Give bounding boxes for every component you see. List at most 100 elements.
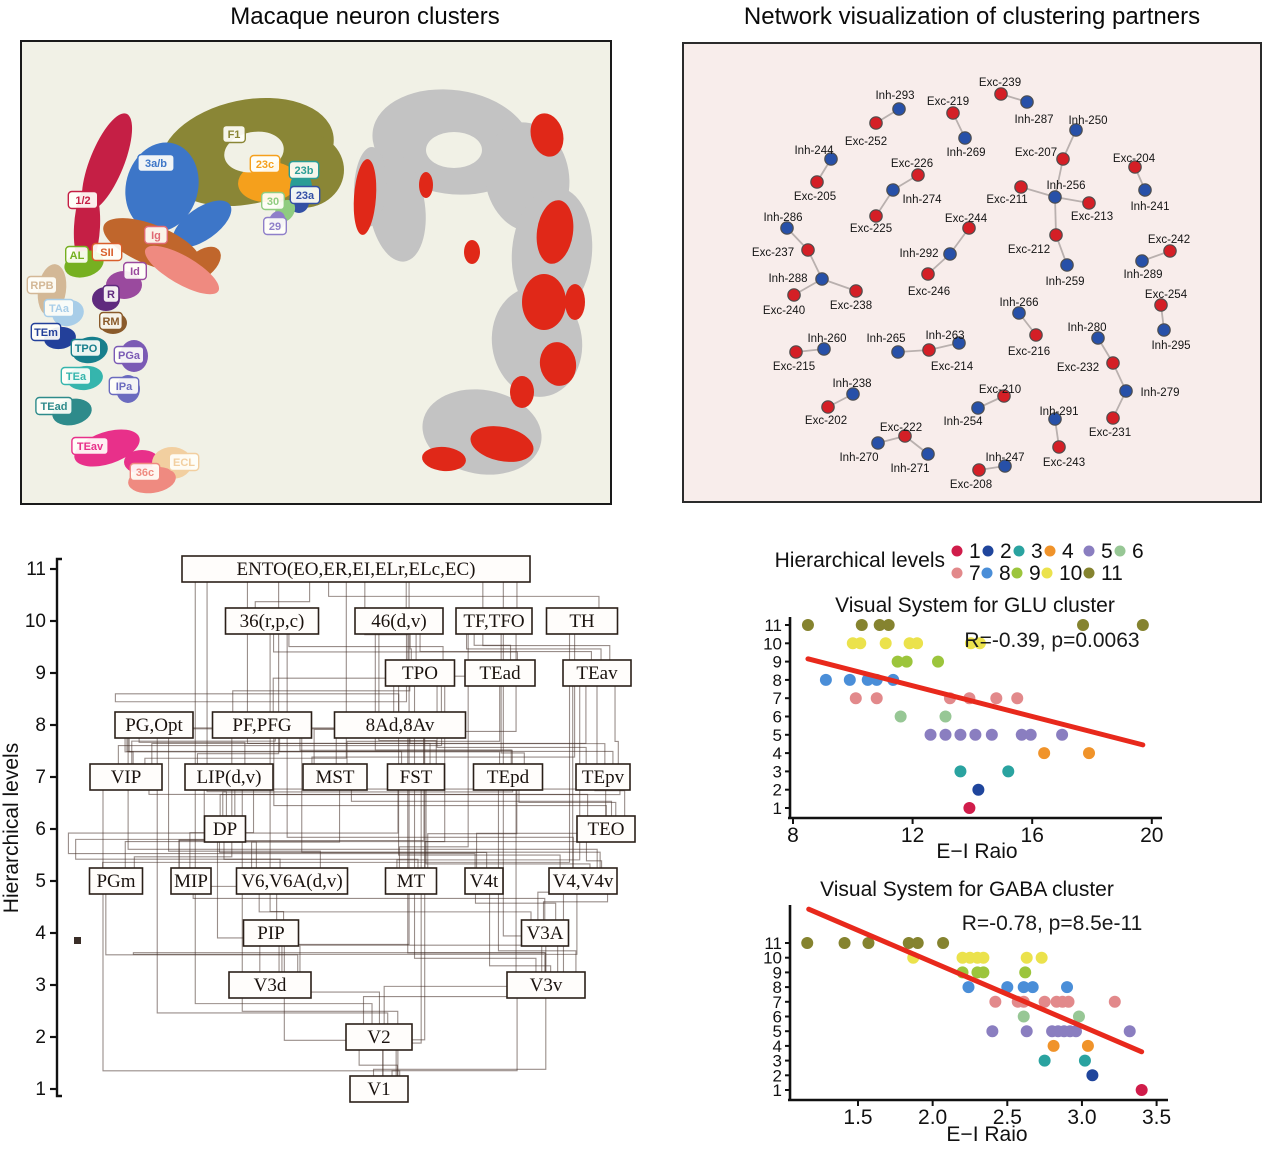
hierarchy-box: [349, 1075, 409, 1103]
excitatory-node: [1106, 411, 1120, 425]
network-node-label: Inh-265: [866, 333, 905, 345]
data-point: [1077, 619, 1090, 631]
y-tick-label: 11: [764, 934, 782, 953]
hierarchy-box: [235, 867, 349, 895]
data-point: [1038, 1054, 1051, 1067]
brain-region-label: TAa: [43, 298, 75, 318]
data-point: [1061, 981, 1074, 994]
data-point: [932, 655, 945, 668]
data-point: [891, 655, 904, 668]
hierarchy-y-axis-label: Hierarchical levels: [0, 743, 23, 913]
brain-panel-title: Macaque neuron clusters: [230, 3, 500, 30]
brain-region-label: SII: [91, 242, 123, 262]
brain-region-label-text: PGa: [118, 350, 141, 362]
network-node-label: Exc-225: [850, 223, 892, 235]
y-tick-label: 8: [773, 978, 782, 997]
network-node-label: Exc-246: [908, 286, 950, 298]
y-tick-label: 6: [773, 1008, 782, 1027]
excitatory-node: [787, 288, 801, 302]
y-tick-label: 4: [773, 1037, 782, 1056]
hierarchy-edge: [425, 790, 591, 868]
network-node-label: Exc-226: [891, 158, 933, 170]
network-node-label: Inh-274: [902, 194, 942, 206]
brain-region-label: AL: [65, 245, 90, 265]
hierarchy-box: [89, 763, 163, 791]
data-point: [977, 966, 990, 979]
scatter-panel: Hierarchical levels 1 2 3 4 5 6 7 8 9 10 11 11 10 9 8 7 6…: [740, 540, 1267, 1150]
hierarchy-edge: [133, 738, 233, 868]
excitatory-node: [962, 221, 976, 235]
brain-region-label-text: 1/2: [75, 195, 90, 207]
data-point: [937, 937, 950, 949]
stray-mark: [74, 937, 81, 944]
legend-label: 9: [1029, 562, 1041, 585]
y-tick-label: 11: [764, 616, 782, 635]
hierarchy-box: [472, 763, 544, 791]
network-node-label: Exc-232: [1057, 362, 1099, 374]
hierarchy-edge: [117, 738, 443, 764]
network-graph: Inh-293 Exc-252 Exc-219 Inh-269 Exc-239 Inh-2…: [752, 77, 1191, 491]
network-node-label: Inh-244: [794, 145, 834, 157]
data-point: [873, 619, 886, 631]
y-tick-label: 1: [35, 1079, 46, 1100]
legend-label: 3: [1031, 540, 1043, 563]
data-point: [902, 937, 915, 949]
inhibitory-node: [1135, 254, 1149, 268]
inhibitory-node: [871, 436, 885, 450]
brain-region-label: F1: [221, 124, 246, 144]
brain-region-label: 23a: [289, 185, 321, 205]
data-point: [879, 637, 892, 650]
y-tick-label: 9: [773, 963, 782, 982]
network-node-label: Exc-231: [1089, 427, 1131, 439]
hierarchy-box: [455, 607, 533, 635]
scatter-title: Visual System for GLU cluster: [835, 594, 1115, 617]
brain-region-label: 36c: [129, 462, 161, 482]
y-tick-label: 10: [763, 949, 782, 968]
data-point: [973, 637, 986, 650]
excitatory-node: [849, 284, 863, 298]
network-node-label: Exc-219: [927, 96, 969, 108]
inhibitory-node: [921, 447, 935, 461]
inhibitory-node: [1048, 190, 1062, 204]
data-point: [838, 937, 851, 949]
y-tick-label: 3: [773, 762, 782, 781]
data-point: [1035, 951, 1048, 964]
network-node-label: Inh-279: [1140, 387, 1179, 399]
brain-highlight-patch: [470, 426, 534, 462]
brain-region-chip: [143, 225, 168, 245]
data-point: [954, 728, 967, 741]
y-tick-label: 7: [773, 993, 782, 1012]
hierarchy-edge: [335, 634, 517, 764]
network-node-label: Inh-263: [925, 330, 964, 342]
network-node-label: Inh-287: [1014, 114, 1053, 126]
inhibitory-node: [1091, 331, 1105, 345]
hierarchy-edge: [222, 790, 514, 816]
scatter-plots: Hierarchical levels 1 2 3 4 5 67 8 9 10 1111109876…: [763, 540, 1171, 1146]
hierarchy-edge: [311, 634, 576, 764]
excitatory-node: [1163, 244, 1177, 258]
excitatory-node: [972, 463, 986, 477]
hierarchy-box-label: TPO: [402, 663, 438, 684]
inhibitory-node: [943, 247, 957, 261]
data-point: [1081, 1039, 1094, 1052]
data-point: [854, 637, 867, 650]
brain-region-chip: [289, 185, 321, 205]
y-tick-label: 10: [25, 611, 46, 632]
brain-region-chip: [91, 242, 123, 262]
network-node-label: Inh-254: [943, 416, 983, 428]
hierarchy-diagram: 11 10 9 8 7 6 5 4 3 2 1 Hierarchical levels ENTO(EO,…: [0, 555, 636, 1103]
hierarchy-box-label: 8Ad,8Av: [366, 715, 435, 736]
network-node-label: Exc-214: [931, 361, 974, 373]
hierarchy-box: [548, 867, 618, 895]
data-point: [1019, 966, 1032, 979]
inhibitory-node: [1157, 323, 1171, 337]
data-point: [911, 637, 924, 650]
y-tick-label: 8: [773, 671, 782, 690]
network-node-label: Exc-208: [950, 479, 992, 491]
hierarchy-box-label: V4t: [470, 871, 499, 892]
hierarchy-box: [545, 607, 619, 635]
hierarchy-panel: 11 10 9 8 7 6 5 4 3 2 1 Hierarchical levels ENTO(EO,…: [0, 540, 700, 1150]
y-tick-label: 3: [773, 1052, 782, 1071]
brain-region-chip: [30, 322, 62, 342]
y-tick-label: 6: [35, 819, 46, 840]
